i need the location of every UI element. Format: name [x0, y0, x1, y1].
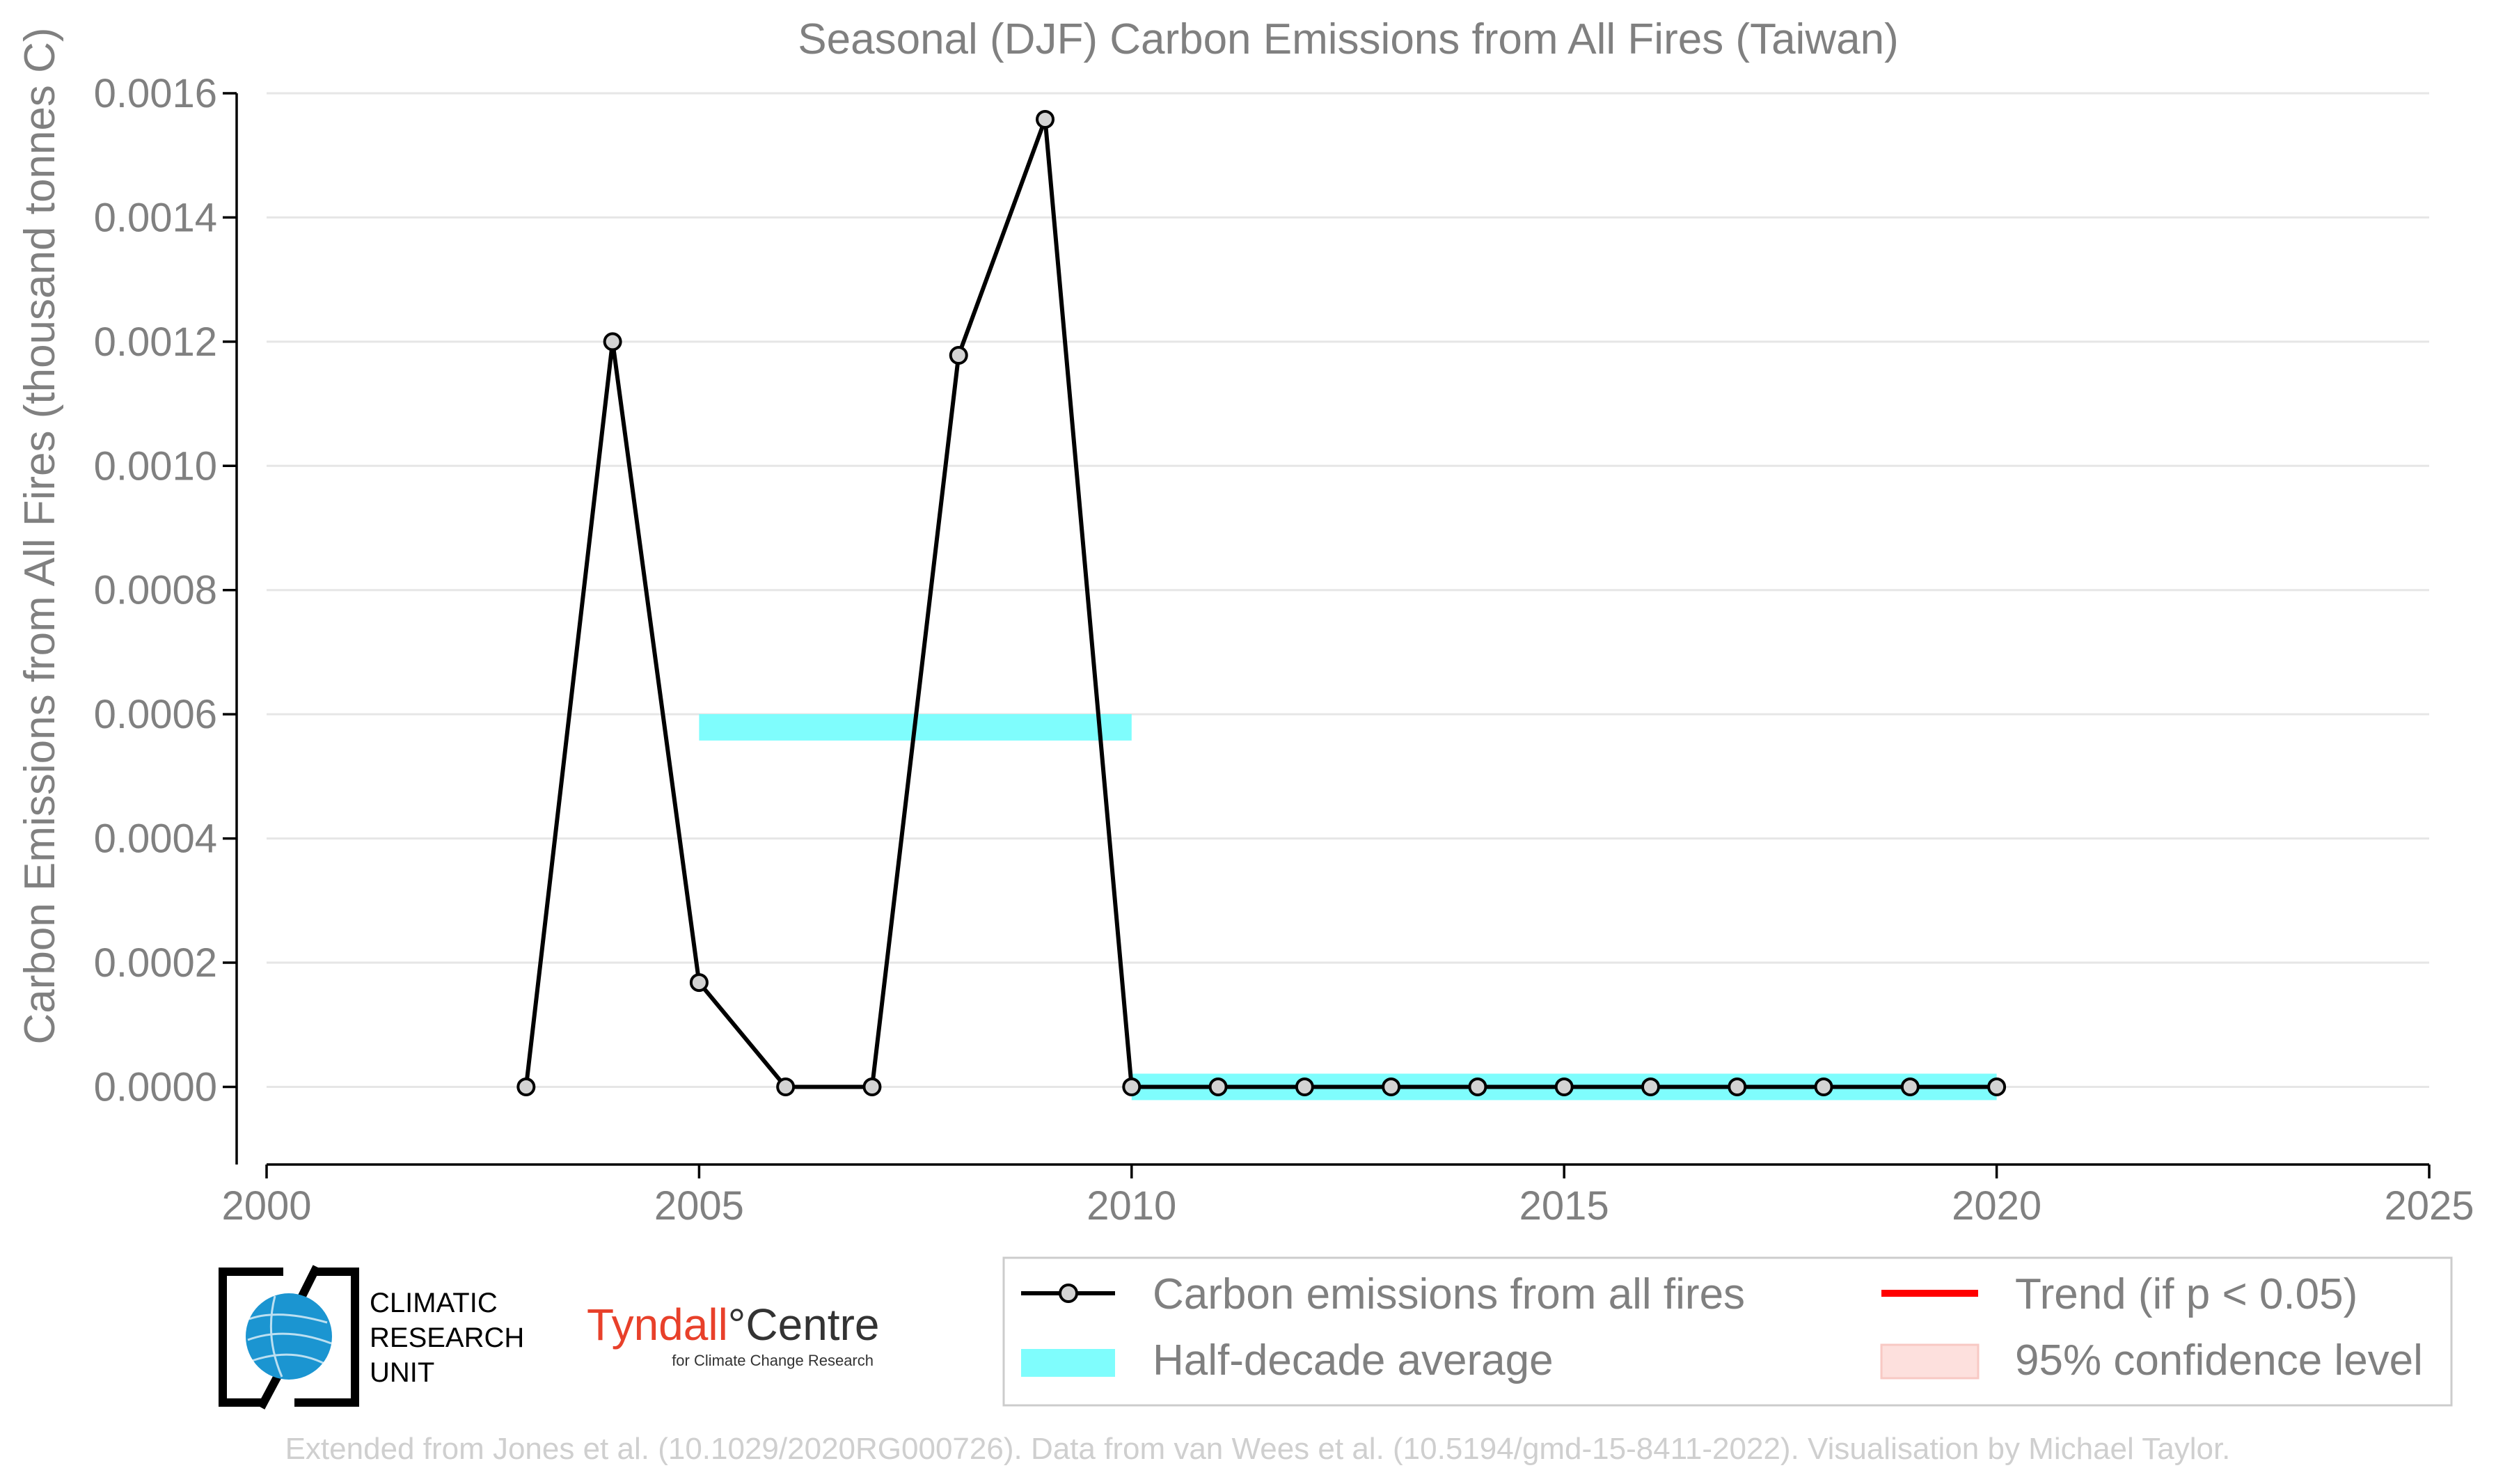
- series-carbon-emissions: [516, 109, 2007, 1096]
- cru-text-line3: UNIT: [370, 1357, 434, 1388]
- legend: Carbon emissions from all fires Trend (i…: [1002, 1256, 2453, 1407]
- data-point: [1036, 109, 1055, 129]
- cru-logo: CLIMATIC RESEARCH UNIT: [219, 1265, 524, 1410]
- data-point: [1122, 1077, 1142, 1096]
- y-tick-label: 0.0006: [94, 692, 217, 737]
- data-point: [1814, 1077, 1833, 1096]
- y-tick-label: 0.0000: [94, 1064, 217, 1110]
- legend-entry-confidence: 95% confidence level: [1880, 1336, 2423, 1384]
- data-point: [1987, 1077, 2007, 1096]
- x-tick-label: 2010: [1087, 1183, 1176, 1229]
- axes: [235, 93, 2429, 1166]
- cru-slash-bottom: [257, 1373, 283, 1410]
- x-tick-label: 2020: [1952, 1183, 2041, 1229]
- data-point: [1554, 1077, 1574, 1096]
- data-point: [1208, 1077, 1228, 1096]
- data-point: [516, 1077, 536, 1096]
- y-tick-label: 0.0004: [94, 816, 217, 862]
- cru-bracket-right: [294, 1268, 359, 1407]
- x-tick-label: 2005: [654, 1183, 744, 1229]
- data-point: [949, 345, 968, 365]
- data-point: [1900, 1077, 1920, 1096]
- data-point: [862, 1077, 882, 1096]
- data-point: [776, 1077, 796, 1096]
- cru-text-line1: CLIMATIC: [370, 1288, 498, 1318]
- data-point: [1382, 1077, 1401, 1096]
- data-point: [1468, 1077, 1487, 1096]
- y-tick-label: 0.0008: [94, 568, 217, 613]
- legend-frame: [1002, 1256, 2453, 1407]
- legend-label-half-decade: Half-decade average: [1153, 1336, 1554, 1384]
- cru-globe-lines: [247, 1295, 332, 1378]
- y-tick-label: 0.0010: [94, 443, 217, 489]
- x-tick-label: 2000: [221, 1183, 311, 1229]
- y-tick-label: 0.0002: [94, 940, 217, 986]
- cru-bracket-left: [219, 1268, 283, 1407]
- footer-credit: Extended from Jones et al. (10.1029/2020…: [285, 1432, 2231, 1466]
- data-point: [603, 332, 622, 352]
- series-line-carbon-emissions: [523, 117, 1997, 1089]
- legend-label-carbon-emissions: Carbon emissions from all fires: [1153, 1270, 1745, 1318]
- data-point: [1641, 1077, 1660, 1096]
- x-tick-label: 2025: [2384, 1183, 2474, 1229]
- y-ticks: 0.0000 0.0002 0.0004 0.0006 0.0008 0.0010 0.00…: [94, 71, 237, 1110]
- data-point: [1728, 1077, 1747, 1096]
- x-ticks: 2000 2005 2010 2015 2020 2025: [221, 1165, 2474, 1229]
- tyndall-word1: Tyndall: [587, 1300, 728, 1350]
- x-tick-label: 2015: [1519, 1183, 1609, 1229]
- legend-label-trend: Trend (if p < 0.05): [2015, 1270, 2357, 1318]
- legend-swatch-half-decade: [1021, 1349, 1115, 1377]
- tyndall-subtitle: for Climate Change Research: [672, 1352, 874, 1369]
- y-axis-label: Carbon Emissions from All Fires (thousan…: [16, 27, 64, 1044]
- svg-text:Tyndall°Centre: Tyndall°Centre: [587, 1300, 879, 1350]
- y-tick-label: 0.0016: [94, 71, 217, 116]
- cru-text-line2: RESEARCH: [370, 1323, 524, 1353]
- legend-entry-carbon-emissions: Carbon emissions from all fires: [1021, 1270, 1745, 1318]
- legend-entry-half-decade: Half-decade average: [1021, 1336, 1554, 1384]
- data-point: [689, 973, 709, 993]
- gridlines: [267, 92, 2429, 1088]
- y-tick-label: 0.0014: [94, 195, 217, 240]
- legend-label-confidence: 95% confidence level: [2015, 1336, 2423, 1384]
- tyndall-word2: Centre: [745, 1300, 879, 1350]
- legend-entry-trend: Trend (if p < 0.05): [1881, 1270, 2357, 1318]
- legend-swatch-marker: [1059, 1284, 1078, 1303]
- data-point: [1295, 1077, 1314, 1096]
- legend-swatch-confidence: [1880, 1343, 1980, 1380]
- tyndall-logo: Tyndall°Centre for Climate Change Resear…: [587, 1300, 879, 1369]
- chart-title: Seasonal (DJF) Carbon Emissions from All…: [798, 15, 1898, 63]
- tyndall-degree: °: [728, 1300, 746, 1350]
- y-tick-label: 0.0012: [94, 319, 217, 365]
